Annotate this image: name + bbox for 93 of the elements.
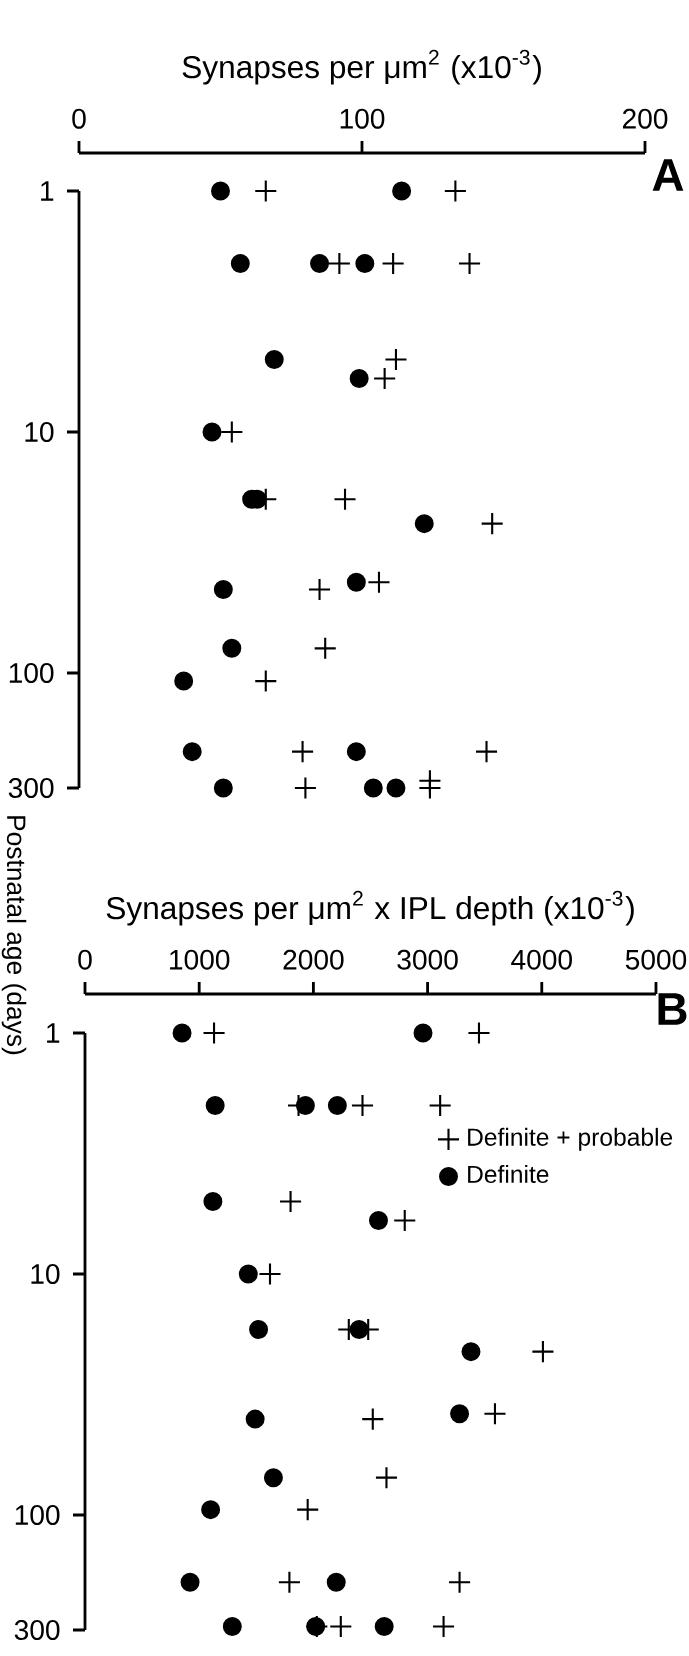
point bbox=[458, 253, 481, 275]
point bbox=[532, 1341, 554, 1363]
point bbox=[374, 367, 396, 390]
point bbox=[481, 513, 503, 535]
point bbox=[297, 1499, 319, 1521]
x-axis-title: Synapses per μm$^{2}$ (x10$^{-3}$) bbox=[182, 49, 541, 85]
point bbox=[205, 1096, 225, 1116]
point bbox=[294, 777, 316, 799]
point bbox=[292, 741, 314, 763]
point bbox=[249, 1320, 269, 1340]
point bbox=[468, 1022, 490, 1044]
x-axis-title: Synapses per μm$^{2}$ x IPL depth (x10$^{-3}$) bbox=[106, 890, 634, 926]
point bbox=[326, 1572, 346, 1592]
x-tick-label: 1000 bbox=[170, 949, 230, 970]
point bbox=[385, 348, 407, 371]
point bbox=[375, 1467, 398, 1489]
x-tick-label: 0 bbox=[78, 949, 92, 970]
point bbox=[368, 571, 390, 593]
point bbox=[346, 572, 366, 592]
x-tick-label: 2000 bbox=[283, 949, 344, 970]
point bbox=[309, 578, 331, 600]
point bbox=[394, 1209, 416, 1232]
point bbox=[382, 253, 404, 275]
y-tick-label: 300 bbox=[8, 778, 54, 798]
y-tick-label: 100 bbox=[9, 663, 54, 683]
point bbox=[349, 369, 369, 389]
point bbox=[433, 1615, 455, 1637]
point bbox=[203, 1022, 225, 1044]
legend-label: Definite bbox=[468, 1165, 549, 1184]
point bbox=[330, 1615, 352, 1637]
point bbox=[392, 181, 412, 201]
point bbox=[203, 1191, 223, 1211]
point bbox=[213, 778, 233, 798]
point bbox=[328, 253, 350, 275]
point bbox=[386, 778, 406, 798]
point bbox=[363, 778, 383, 798]
point bbox=[414, 514, 434, 534]
point bbox=[255, 180, 277, 202]
point bbox=[280, 1190, 302, 1212]
point bbox=[230, 254, 250, 274]
x-tick-label: 200 bbox=[622, 108, 668, 129]
point bbox=[475, 741, 498, 763]
chart-title: A bbox=[652, 159, 684, 191]
point bbox=[444, 180, 466, 202]
y-tick-label: 1 bbox=[41, 181, 54, 201]
point bbox=[238, 1264, 258, 1284]
point bbox=[263, 1468, 283, 1488]
y-axis-title: Postnatal age (days) bbox=[1, 816, 27, 1055]
point bbox=[355, 254, 375, 274]
point bbox=[419, 777, 441, 799]
point bbox=[368, 1211, 388, 1231]
y-tick-label: 1 bbox=[47, 1023, 60, 1043]
y-tick-label: 100 bbox=[15, 1505, 60, 1525]
point bbox=[259, 1263, 281, 1285]
y-tick-label: 10 bbox=[31, 1264, 60, 1284]
x-tick-label: 0 bbox=[72, 108, 86, 129]
point bbox=[182, 742, 202, 762]
point bbox=[213, 579, 233, 599]
point bbox=[222, 638, 242, 658]
point bbox=[450, 1404, 470, 1424]
point bbox=[413, 1023, 433, 1043]
point bbox=[429, 1094, 451, 1117]
point bbox=[461, 1342, 481, 1362]
point bbox=[310, 254, 330, 274]
chart-title: B bbox=[658, 993, 687, 1025]
point bbox=[484, 1403, 506, 1425]
point bbox=[334, 488, 356, 510]
point bbox=[362, 1408, 384, 1430]
point bbox=[201, 1500, 221, 1520]
point bbox=[245, 1409, 265, 1429]
point bbox=[172, 1023, 192, 1043]
y-tick-label: 10 bbox=[25, 422, 54, 442]
point bbox=[211, 181, 230, 201]
point bbox=[180, 1572, 200, 1592]
x-tick-label: 3000 bbox=[397, 949, 458, 970]
point bbox=[346, 742, 366, 762]
y-tick-label: 300 bbox=[14, 1620, 60, 1640]
point bbox=[221, 421, 243, 443]
point bbox=[351, 1094, 374, 1117]
x-tick-label: 100 bbox=[340, 108, 385, 129]
legend-label: Definite + probable bbox=[468, 1127, 673, 1151]
point bbox=[278, 1571, 300, 1593]
point bbox=[327, 1096, 347, 1116]
point bbox=[202, 422, 222, 442]
x-tick-label: 5000 bbox=[625, 949, 687, 970]
point bbox=[264, 349, 284, 369]
point bbox=[295, 1096, 315, 1116]
x-tick-label: 4000 bbox=[511, 949, 572, 970]
point bbox=[349, 1320, 369, 1340]
point bbox=[314, 637, 336, 659]
point bbox=[255, 670, 277, 692]
point bbox=[449, 1571, 471, 1593]
point bbox=[174, 671, 194, 691]
